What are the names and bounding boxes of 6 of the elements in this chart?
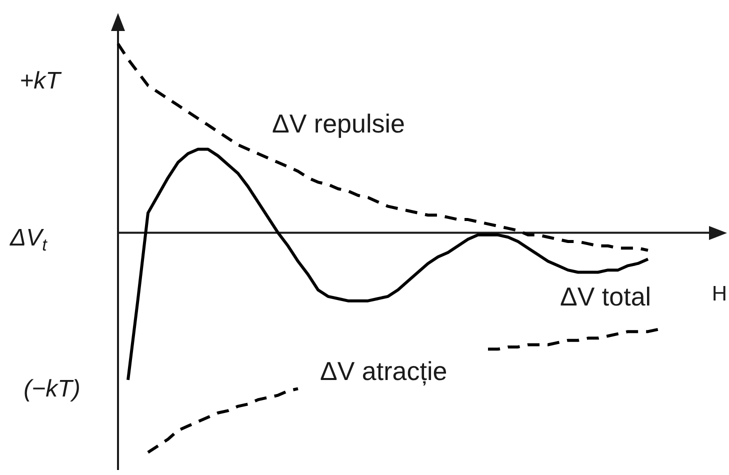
x-axis-title: H (712, 282, 728, 306)
text: (−kT) (24, 376, 80, 403)
series-label: ΔV repulsie (272, 108, 405, 138)
text: +kT (20, 68, 63, 95)
series-label: ΔV atracție (320, 356, 448, 386)
series-label: ΔV total (560, 281, 652, 312)
